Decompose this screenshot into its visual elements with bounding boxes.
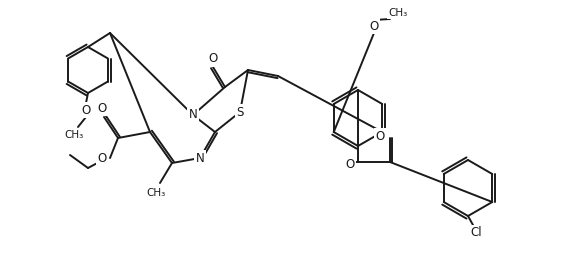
Text: O: O <box>81 104 90 116</box>
Text: Cl: Cl <box>470 226 482 240</box>
Text: O: O <box>369 20 379 32</box>
Text: CH₃: CH₃ <box>65 130 84 140</box>
Text: O: O <box>209 52 217 66</box>
Text: O: O <box>97 152 107 166</box>
Text: O: O <box>375 130 384 142</box>
Text: CH₃: CH₃ <box>388 8 407 18</box>
Text: N: N <box>196 151 205 164</box>
Text: N: N <box>189 108 197 122</box>
Text: S: S <box>236 106 244 118</box>
Text: CH₃: CH₃ <box>146 188 166 198</box>
Text: O: O <box>97 102 107 115</box>
Text: O: O <box>346 158 355 170</box>
